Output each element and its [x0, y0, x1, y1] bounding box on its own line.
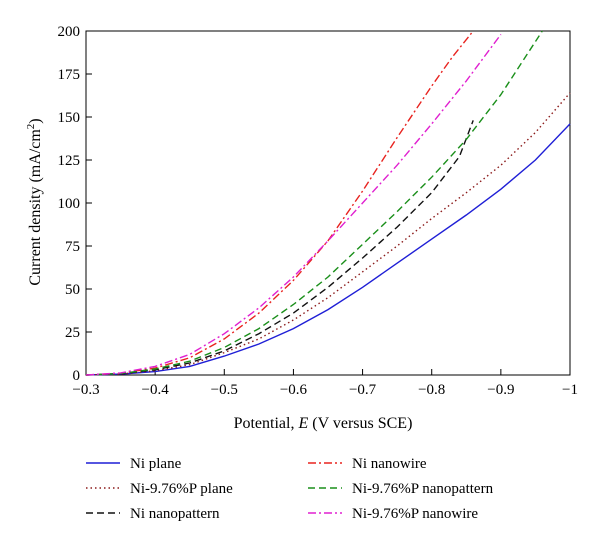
- y-tick-label: 200: [58, 24, 81, 40]
- series-line-4: [85, 30, 474, 376]
- legend-label: Ni plane: [130, 456, 182, 472]
- x-tick-label: −0.5: [211, 382, 238, 398]
- x-tick-label: −0.4: [142, 382, 170, 398]
- y-tick-label: 100: [58, 196, 81, 212]
- y-tick-label: 75: [65, 239, 80, 255]
- x-axis-title-prefix: Potential,: [234, 415, 299, 432]
- x-axis-title-variable: E: [297, 415, 308, 432]
- y-tick-label: 150: [58, 110, 81, 126]
- x-tick-label: −0.3: [72, 382, 99, 398]
- y-tick-label: 175: [58, 67, 81, 83]
- series-lines: [85, 30, 571, 376]
- legend-label: Ni nanopattern: [130, 506, 220, 522]
- x-tick-label: −0.6: [280, 382, 308, 398]
- x-tick-label: −1: [562, 382, 578, 398]
- x-axis-title-suffix: (V versus SCE): [308, 415, 412, 432]
- legend-label: Ni-9.76%P nanopattern: [352, 481, 494, 497]
- y-tick-label: 50: [65, 282, 80, 298]
- y-axis-title-superscript: 2: [25, 124, 37, 130]
- series-line-1: [85, 123, 571, 376]
- series-line-2: [85, 92, 571, 376]
- x-tick-label: −0.9: [487, 382, 514, 398]
- y-axis-title-close: ): [27, 118, 44, 123]
- legend-label: Ni-9.76%P nanowire: [352, 506, 478, 522]
- series-line-6: [85, 33, 502, 376]
- legend-label: Ni-9.76%P plane: [130, 481, 233, 497]
- y-tick-label: 0: [73, 368, 81, 384]
- plot-frame: [85, 30, 571, 376]
- legend: Ni plane Ni-9.76%P plane Ni nanopattern Ni …: [86, 456, 494, 522]
- legend-label: Ni nanowire: [352, 456, 427, 472]
- y-axis-title-main: Current density (mA/cm: [27, 129, 44, 286]
- y-axis-title: Current density (mA/cm2): [25, 118, 44, 285]
- y-axis: 0 25 50 75 100 125 150 175 200: [58, 24, 92, 384]
- x-axis: −0.3 −0.4 −0.5 −0.6 −0.7 −0.8 −0.9 −1: [72, 369, 578, 398]
- y-tick-label: 125: [58, 153, 81, 169]
- series-line-3: [85, 120, 474, 376]
- x-tick-label: −0.8: [418, 382, 445, 398]
- series-line-5: [85, 30, 543, 376]
- x-tick-label: −0.7: [349, 382, 377, 398]
- y-tick-label: 25: [65, 325, 80, 341]
- x-axis-title: Potential, E (V versus SCE): [234, 415, 413, 432]
